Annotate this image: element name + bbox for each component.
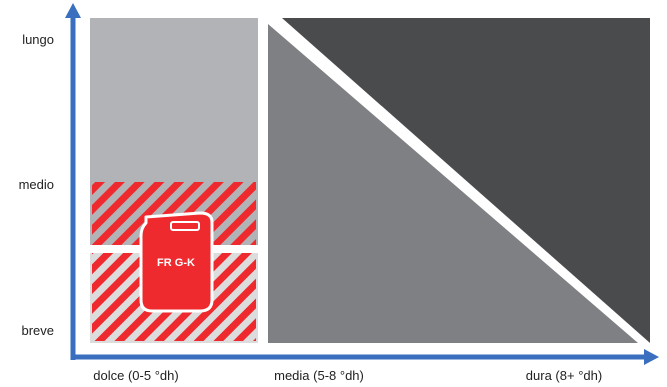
y-tick-medio: medio [19, 177, 54, 192]
x-tick-dolce: dolce (0-5 °dh) [93, 368, 178, 383]
product-label: FR G-K [157, 257, 195, 269]
zone-hard-mid [268, 24, 638, 343]
zone-hard-dark [282, 18, 650, 343]
x-axis [71, 349, 659, 365]
x-tick-media: media (5-8 °dh) [274, 368, 364, 383]
x-tick-dura: dura (8+ °dh) [526, 368, 602, 383]
y-axis [65, 3, 81, 360]
y-tick-lungo: lungo [22, 32, 54, 47]
canister-icon [139, 211, 214, 313]
y-tick-breve: breve [21, 323, 54, 338]
